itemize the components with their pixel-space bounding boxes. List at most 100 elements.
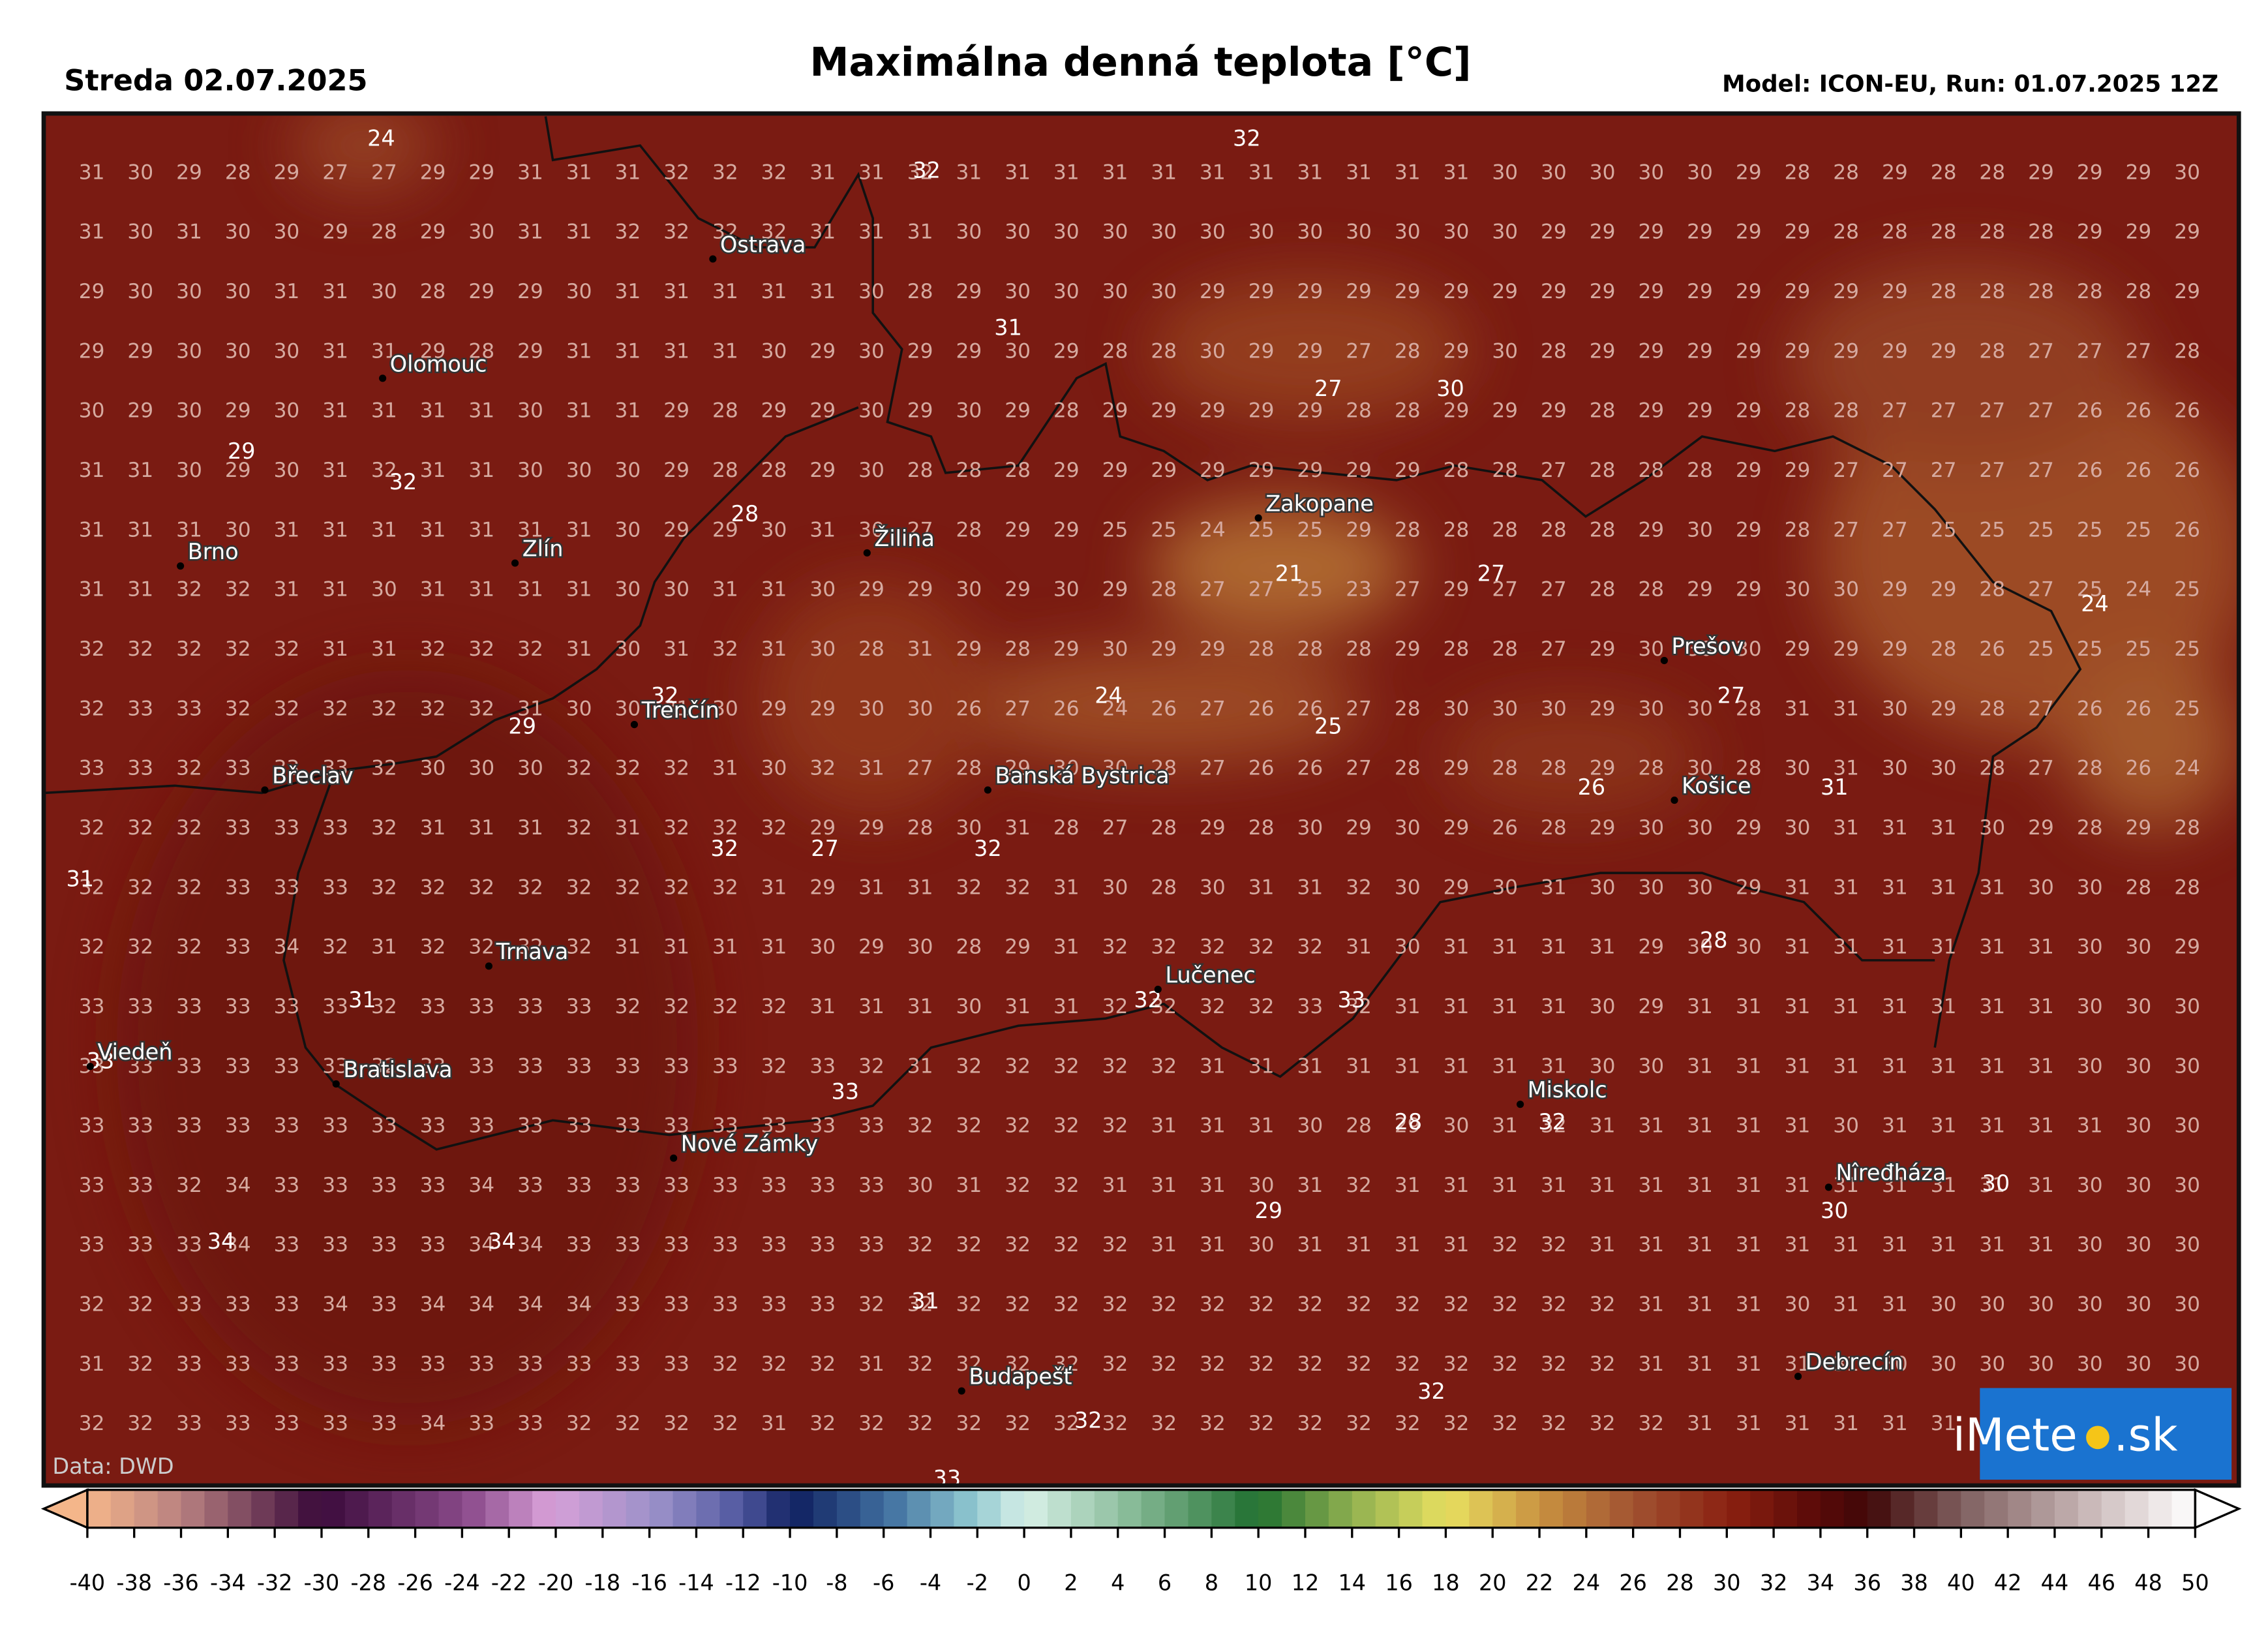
grid-value: 26 bbox=[2174, 518, 2200, 541]
grid-value: 31 bbox=[1736, 1412, 1762, 1435]
grid-value: 32 bbox=[1492, 1352, 1518, 1376]
grid-value: 31 bbox=[127, 578, 153, 602]
map-frame bbox=[41, 111, 2241, 1488]
grid-value: 24 bbox=[1102, 697, 1128, 720]
grid-value: 30 bbox=[615, 637, 641, 661]
grid-value: 31 bbox=[1833, 816, 1859, 840]
grid-value: 30 bbox=[566, 459, 592, 482]
grid-value: 28 bbox=[1151, 816, 1177, 840]
grid-value: 30 bbox=[1833, 578, 1859, 602]
colorbar-bin bbox=[1164, 1489, 1189, 1528]
colorbar-tick-label: 24 bbox=[1573, 1570, 1601, 1596]
grid-value: 32 bbox=[809, 1412, 836, 1435]
grid-value: 31 bbox=[1102, 160, 1128, 184]
grid-value: 28 bbox=[1395, 339, 1421, 363]
grid-value: 30 bbox=[1102, 280, 1128, 303]
grid-value: 29 bbox=[1638, 936, 1664, 959]
grid-value: 31 bbox=[79, 221, 105, 244]
grid-value: 29 bbox=[1785, 637, 1811, 661]
grid-value: 34 bbox=[322, 1293, 348, 1317]
grid-value: 29 bbox=[1736, 160, 1762, 184]
grid-value: 25 bbox=[2174, 578, 2200, 602]
grid-value: 29 bbox=[517, 339, 543, 363]
grid-value: 33 bbox=[663, 1054, 689, 1078]
grid-value: 32 bbox=[1444, 1293, 1470, 1317]
extreme-value: 27 bbox=[1314, 376, 1342, 401]
colorbar-tick-label: -12 bbox=[725, 1570, 761, 1596]
grid-value: 30 bbox=[2174, 160, 2200, 184]
grid-value: 32 bbox=[1005, 1054, 1031, 1078]
grid-value: 28 bbox=[1346, 1114, 1372, 1138]
grid-value: 28 bbox=[1444, 518, 1470, 541]
grid-value: 31 bbox=[858, 160, 885, 184]
grid-value: 30 bbox=[225, 339, 251, 363]
grid-value: 33 bbox=[127, 697, 153, 720]
grid-value: 31 bbox=[322, 637, 348, 661]
grid-value: 28 bbox=[1541, 816, 1567, 840]
grid-value: 30 bbox=[1590, 160, 1616, 184]
city-dot bbox=[863, 549, 871, 557]
grid-value: 30 bbox=[1395, 936, 1421, 959]
grid-value: 30 bbox=[2077, 1054, 2103, 1078]
grid-value: 26 bbox=[1151, 697, 1177, 720]
grid-value: 31 bbox=[907, 876, 933, 899]
grid-value: 32 bbox=[1395, 1352, 1421, 1376]
grid-value: 28 bbox=[1492, 757, 1518, 780]
grid-value: 28 bbox=[1151, 757, 1177, 780]
city-dot bbox=[177, 562, 185, 570]
grid-value: 33 bbox=[858, 1114, 885, 1138]
grid-value: 29 bbox=[1200, 399, 1226, 423]
grid-value: 32 bbox=[371, 816, 397, 840]
grid-value: 32 bbox=[907, 1233, 933, 1257]
grid-value: 30 bbox=[615, 578, 641, 602]
grid-value: 33 bbox=[127, 1174, 153, 1197]
grid-value: 28 bbox=[371, 221, 397, 244]
grid-value: 31 bbox=[420, 399, 446, 423]
colorbar-bin bbox=[2054, 1489, 2079, 1528]
grid-value: 28 bbox=[712, 459, 738, 482]
grid-value: 33 bbox=[468, 1114, 494, 1138]
grid-value: 30 bbox=[2077, 1233, 2103, 1257]
grid-value: 32 bbox=[322, 697, 348, 720]
colorbar-bin bbox=[1562, 1489, 1587, 1528]
grid-value: 30 bbox=[2126, 1352, 2152, 1376]
grid-value: 30 bbox=[809, 637, 836, 661]
grid-value: 31 bbox=[1200, 160, 1226, 184]
colorbar-bin bbox=[1375, 1489, 1400, 1528]
grid-value: 29 bbox=[1005, 757, 1031, 780]
grid-value: 30 bbox=[2077, 1293, 2103, 1317]
grid-value: 31 bbox=[79, 518, 105, 541]
grid-value: 32 bbox=[1053, 1233, 1080, 1257]
colorbar-tick-label: -38 bbox=[116, 1570, 152, 1596]
grid-value: 30 bbox=[1297, 221, 1323, 244]
date: Streda 02.07.2025 bbox=[64, 63, 367, 97]
grid-value: 29 bbox=[1687, 578, 1713, 602]
grid-value: 29 bbox=[1200, 280, 1226, 303]
grid-value: 30 bbox=[1102, 757, 1128, 780]
grid-value: 28 bbox=[1785, 399, 1811, 423]
grid-value: 29 bbox=[1297, 339, 1323, 363]
grid-value: 29 bbox=[1444, 757, 1470, 780]
colorbar-tick-label: -24 bbox=[444, 1570, 480, 1596]
city-label: Nîređháza bbox=[1836, 1160, 1946, 1185]
grid-value: 30 bbox=[956, 399, 982, 423]
city-label: Brno bbox=[188, 539, 239, 564]
logo-text: .sk bbox=[2114, 1409, 2178, 1461]
grid-value: 27 bbox=[1882, 459, 1908, 482]
grid-value: 31 bbox=[2077, 1114, 2103, 1138]
grid-value: 30 bbox=[1979, 816, 2005, 840]
grid-value: 28 bbox=[1346, 399, 1372, 423]
grid-value: 30 bbox=[2126, 1233, 2152, 1257]
colorbar-bin bbox=[1070, 1489, 1095, 1528]
logo-sun bbox=[2086, 1425, 2109, 1450]
extreme-value: 32 bbox=[710, 836, 738, 861]
grid-value: 32 bbox=[712, 221, 738, 244]
colorbar-bin bbox=[344, 1489, 369, 1528]
grid-value: 28 bbox=[1541, 757, 1567, 780]
grid-value: 28 bbox=[1931, 160, 1957, 184]
colorbar-bin bbox=[1703, 1489, 1728, 1528]
grid-value: 31 bbox=[1833, 697, 1859, 720]
grid-value: 33 bbox=[274, 757, 300, 780]
grid-value: 30 bbox=[907, 936, 933, 959]
extreme-value: 32 bbox=[651, 683, 679, 709]
